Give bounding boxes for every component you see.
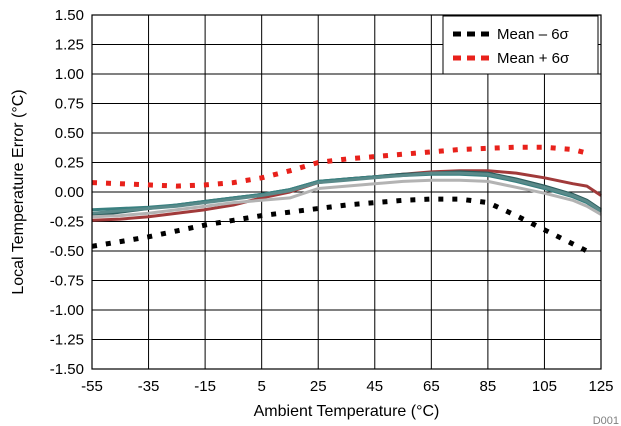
bound-series-line: [91, 144, 588, 189]
x-tick-labels: -55 -35 -15 5 25 45 65 85 105 125: [81, 378, 613, 395]
watermark-label: D001: [593, 415, 619, 426]
x-tick-label: -35: [138, 378, 160, 395]
legend-box: [442, 15, 599, 75]
x-tick-label: -15: [194, 378, 216, 395]
plot-frame: [91, 14, 602, 370]
x-tick-label: 105: [532, 378, 557, 395]
x-tick-label: 85: [480, 378, 497, 395]
bound-series-line: [91, 196, 589, 254]
y-tick-label: 1.00: [55, 66, 84, 83]
x-tick-label: 25: [310, 378, 327, 395]
y-tick-label: -0.25: [50, 214, 84, 231]
device-series-line: [91, 178, 602, 219]
y-tick-label: 0.75: [55, 96, 84, 113]
y-tick-labels: -1.50 -1.25 -1.00 -0.75 -0.50 -0.25 0.00 0.25 0.…: [50, 7, 84, 378]
y-tick-label: -1.50: [50, 361, 84, 378]
y-tick-label: 0.25: [55, 155, 84, 172]
x-axis-label: Ambient Temperature (°C): [254, 403, 440, 420]
legend-entry: Mean + 6σ: [497, 50, 570, 67]
device-series-line: [91, 171, 602, 215]
x-tick-label: 5: [257, 378, 265, 395]
x-tick-label: 125: [588, 378, 613, 395]
y-tick-label: -1.00: [50, 302, 84, 319]
series-lines: [91, 144, 602, 254]
legend-entry: Mean – 6σ: [497, 26, 570, 43]
y-tick-label: 0.00: [55, 184, 84, 201]
legend: Mean – 6σ Mean + 6σ: [442, 15, 599, 75]
y-axis-label: Local Temperature Error (°C): [10, 89, 27, 294]
y-tick-label: -0.75: [50, 273, 84, 290]
x-tick-label: -55: [81, 378, 103, 395]
y-tick-label: 1.50: [55, 7, 84, 24]
x-tick-label: 45: [366, 378, 383, 395]
y-tick-label: -0.50: [50, 243, 84, 260]
y-tick-label: -1.25: [50, 332, 84, 349]
y-tick-label: 1.25: [55, 37, 84, 54]
x-tick-label: 65: [423, 378, 440, 395]
y-tick-label: 0.50: [55, 125, 84, 142]
